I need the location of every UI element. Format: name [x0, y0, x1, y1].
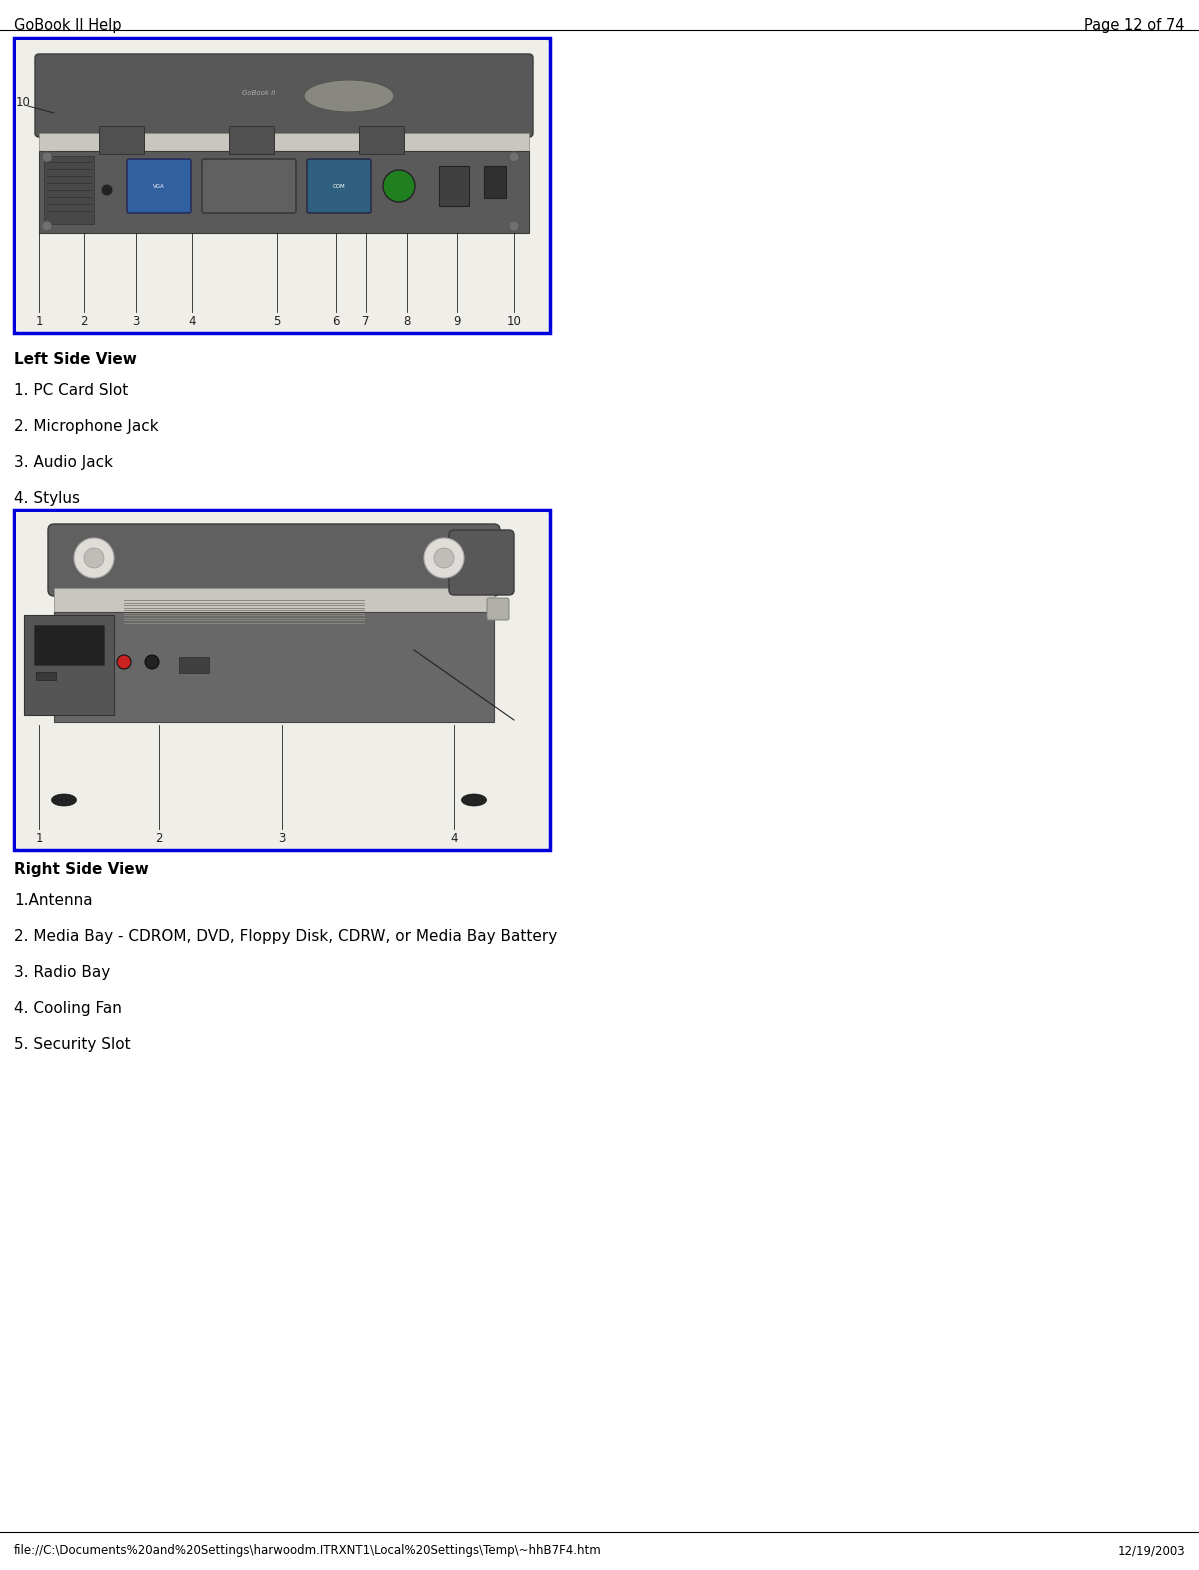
Bar — [16, 512, 548, 848]
Text: Left Side View: Left Side View — [14, 352, 137, 367]
Ellipse shape — [424, 539, 464, 578]
Bar — [54, 589, 494, 612]
Bar — [16, 39, 548, 331]
Bar — [40, 133, 529, 151]
Text: 3: 3 — [278, 832, 285, 845]
Text: 1: 1 — [35, 316, 43, 328]
Text: 12/19/2003: 12/19/2003 — [1117, 1543, 1185, 1557]
Text: 3. Radio Bay: 3. Radio Bay — [14, 966, 110, 980]
Text: 4. Stylus: 4. Stylus — [14, 491, 80, 506]
Ellipse shape — [42, 152, 52, 162]
Text: 10: 10 — [506, 316, 522, 328]
FancyBboxPatch shape — [448, 531, 514, 595]
FancyBboxPatch shape — [127, 159, 191, 214]
Text: VGA: VGA — [153, 184, 165, 188]
Ellipse shape — [52, 794, 77, 805]
Bar — [54, 612, 494, 722]
Bar — [439, 166, 469, 206]
Bar — [229, 126, 275, 154]
Ellipse shape — [510, 221, 519, 231]
Bar — [179, 656, 209, 674]
Bar — [36, 672, 56, 680]
Ellipse shape — [74, 539, 114, 578]
Bar — [14, 38, 550, 333]
Text: Right Side View: Right Side View — [14, 862, 149, 878]
Bar — [359, 126, 404, 154]
Text: 3: 3 — [132, 316, 140, 328]
Text: 8: 8 — [403, 316, 411, 328]
Text: 7: 7 — [362, 316, 369, 328]
Ellipse shape — [462, 794, 487, 805]
Bar — [40, 151, 529, 232]
Text: 4: 4 — [188, 316, 195, 328]
Bar — [14, 510, 550, 849]
Bar — [44, 155, 94, 225]
Text: file://C:\Documents%20and%20Settings\harwoodm.ITRXNT1\Local%20Settings\Temp\~hhB: file://C:\Documents%20and%20Settings\har… — [14, 1543, 602, 1557]
Text: 10: 10 — [16, 96, 31, 110]
Ellipse shape — [305, 80, 394, 111]
Text: COM: COM — [332, 184, 345, 188]
FancyBboxPatch shape — [35, 53, 534, 137]
FancyBboxPatch shape — [307, 159, 370, 214]
Text: GoBook II: GoBook II — [242, 89, 276, 96]
Text: GoBook II Help: GoBook II Help — [14, 17, 121, 33]
Bar — [100, 126, 144, 154]
FancyBboxPatch shape — [48, 524, 500, 597]
Text: 1. PC Card Slot: 1. PC Card Slot — [14, 383, 128, 399]
Text: 2: 2 — [155, 832, 163, 845]
Text: 1: 1 — [35, 832, 43, 845]
Text: 6: 6 — [332, 316, 339, 328]
Ellipse shape — [118, 655, 131, 669]
Bar — [34, 625, 104, 666]
Text: 4: 4 — [451, 832, 458, 845]
Text: 1.Antenna: 1.Antenna — [14, 893, 92, 907]
Ellipse shape — [101, 184, 113, 196]
Bar — [24, 615, 114, 714]
Ellipse shape — [382, 170, 415, 203]
Ellipse shape — [434, 548, 454, 568]
Text: 5: 5 — [273, 316, 281, 328]
Text: 5. Security Slot: 5. Security Slot — [14, 1038, 131, 1052]
Ellipse shape — [84, 548, 104, 568]
Bar — [484, 166, 506, 198]
Ellipse shape — [510, 152, 519, 162]
Text: 2. Microphone Jack: 2. Microphone Jack — [14, 419, 158, 433]
Text: 3. Audio Jack: 3. Audio Jack — [14, 455, 113, 469]
Ellipse shape — [42, 221, 52, 231]
FancyBboxPatch shape — [201, 159, 296, 214]
Text: 2: 2 — [80, 316, 88, 328]
Text: 9: 9 — [453, 316, 460, 328]
Text: 2. Media Bay - CDROM, DVD, Floppy Disk, CDRW, or Media Bay Battery: 2. Media Bay - CDROM, DVD, Floppy Disk, … — [14, 929, 558, 944]
Text: Page 12 of 74: Page 12 of 74 — [1085, 17, 1185, 33]
Text: 4. Cooling Fan: 4. Cooling Fan — [14, 1002, 122, 1016]
FancyBboxPatch shape — [487, 598, 510, 620]
Ellipse shape — [145, 655, 159, 669]
